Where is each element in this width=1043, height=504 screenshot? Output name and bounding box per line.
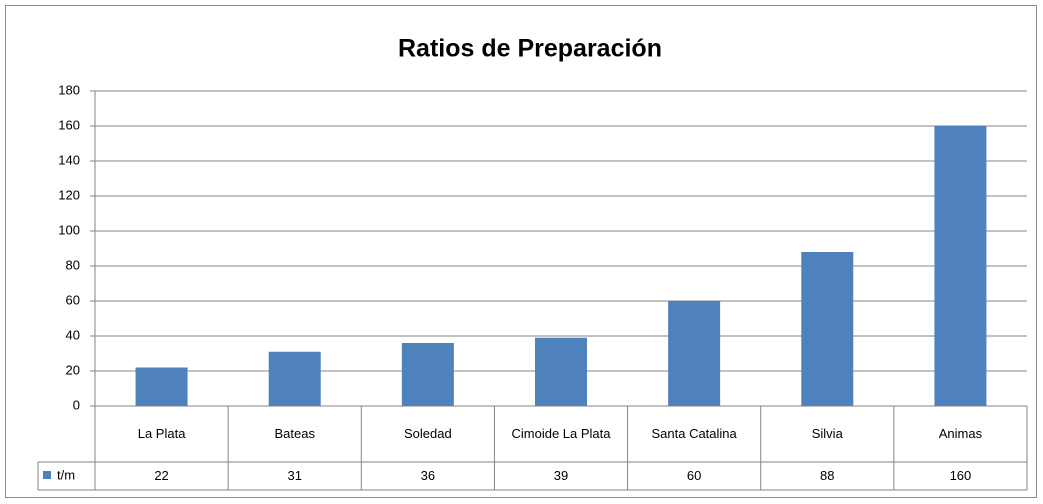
x-tick-label: Santa Catalina bbox=[651, 426, 737, 441]
bar bbox=[801, 252, 854, 406]
x-tick-label: Cimoide La Plata bbox=[511, 426, 611, 441]
table-value-box: 39 bbox=[553, 468, 569, 483]
chart-border bbox=[5, 5, 1037, 498]
legend-label: t/m bbox=[57, 467, 75, 482]
x-tick-label: Animas bbox=[938, 426, 983, 441]
table-value: 60 bbox=[686, 468, 702, 483]
table-value-box: 60 bbox=[686, 468, 702, 483]
y-tick-label: 60 bbox=[66, 292, 80, 307]
table-value: 31 bbox=[287, 468, 302, 483]
y-tick-label: 100 bbox=[58, 222, 80, 237]
x-tick-label-box: Cimoide La Plata bbox=[511, 426, 611, 441]
table-value-box: 31 bbox=[287, 468, 302, 483]
x-tick-label: Soledad bbox=[403, 426, 452, 441]
x-tick-label: Bateas bbox=[274, 426, 315, 441]
y-tick-label: 120 bbox=[58, 187, 80, 202]
y-tick-label: 80 bbox=[66, 257, 80, 272]
x-tick-label-box: Santa Catalina bbox=[651, 426, 737, 441]
x-tick-label-box: La Plata bbox=[137, 426, 186, 441]
y-tick-label: 40 bbox=[66, 327, 80, 342]
bar bbox=[268, 351, 321, 406]
y-tick-label: 20 bbox=[66, 362, 80, 377]
x-tick-label-box: Silvia bbox=[811, 426, 843, 441]
y-tick-label: 180 bbox=[58, 82, 80, 97]
bar bbox=[401, 343, 454, 406]
table-value-box: 160 bbox=[949, 468, 972, 483]
chart-title: Ratios de Preparación bbox=[398, 35, 662, 63]
table-value-box: 22 bbox=[154, 468, 169, 483]
table-value: 22 bbox=[154, 468, 169, 483]
x-tick-label: Silvia bbox=[811, 426, 843, 441]
table-value: 39 bbox=[553, 468, 569, 483]
table-value-box: 88 bbox=[820, 468, 835, 483]
x-tick-label: La Plata bbox=[137, 426, 186, 441]
table-value: 88 bbox=[820, 468, 835, 483]
x-tick-label-box: Bateas bbox=[274, 426, 315, 441]
bar bbox=[535, 337, 587, 406]
table-value: 36 bbox=[420, 468, 436, 483]
x-tick-label-box: Soledad bbox=[403, 426, 452, 441]
legend-key bbox=[43, 471, 51, 479]
table-value-box: 36 bbox=[420, 468, 436, 483]
bar bbox=[135, 367, 188, 406]
y-tick-label: 140 bbox=[58, 152, 80, 167]
y-tick-label: 0 bbox=[73, 397, 80, 412]
table-value: 160 bbox=[949, 468, 972, 483]
bar bbox=[934, 126, 987, 406]
bar bbox=[668, 301, 721, 406]
x-tick-label-box: Animas bbox=[938, 426, 983, 441]
y-tick-label: 160 bbox=[58, 117, 80, 132]
